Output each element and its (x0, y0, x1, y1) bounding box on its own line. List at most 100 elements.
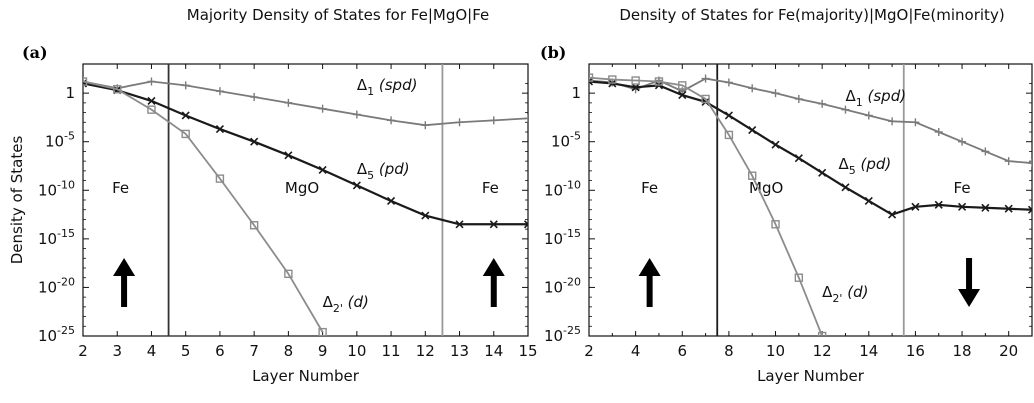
marker-d2 (957, 202, 967, 211)
series-label: Δ2' (d) (323, 293, 369, 315)
y-tick-exponent: -25 (563, 324, 581, 337)
series-1 (589, 77, 1032, 219)
data-point-marker (147, 77, 156, 86)
y-tick-label: 10-25 (544, 324, 581, 345)
series-label-symbol: Δ (323, 293, 334, 311)
marker-d1 (523, 220, 528, 226)
series-line (83, 82, 528, 226)
chart-title: Majority Density of States for Fe|MgO|Fe (187, 6, 490, 24)
data-point-marker (771, 220, 780, 229)
spin-up-arrow-icon (113, 258, 136, 307)
data-point-marker (631, 76, 640, 85)
spin-down-arrow-icon (958, 258, 981, 307)
series-label-sub: 5 (367, 169, 374, 182)
region-label: MgO (749, 179, 783, 197)
y-tick-exponent: -15 (563, 227, 581, 240)
x-tick-label: 8 (724, 342, 734, 360)
x-tick-label: 20 (999, 342, 1018, 360)
data-point-marker (181, 111, 190, 120)
data-point-marker (631, 83, 640, 92)
data-point-marker (701, 74, 710, 83)
y-tick-exponent: -5 (64, 130, 75, 143)
series-2 (589, 73, 827, 336)
data-point-marker (608, 75, 617, 84)
series-label: Δ2' (d) (822, 283, 868, 305)
x-tick-label: 3 (112, 342, 122, 360)
data-point-marker (748, 125, 757, 135)
y-tick-label: 10-20 (38, 275, 75, 296)
arrow-head (638, 258, 661, 276)
data-point-marker (888, 210, 897, 219)
y-tick-label: 10-10 (38, 178, 75, 199)
x-tick-label: 5 (181, 342, 191, 360)
data-point-marker (771, 89, 780, 98)
data-point-marker (794, 94, 803, 103)
data-point-marker (181, 129, 190, 139)
y-tick-label: 10-15 (38, 227, 75, 248)
series-label-text: (spd) (863, 87, 906, 105)
data-point-marker (981, 147, 990, 156)
y-tick-exponent: -10 (57, 178, 75, 191)
y-tick-base: 10 (45, 133, 64, 151)
data-point-marker (215, 87, 224, 96)
arrow-shaft (646, 274, 653, 307)
x-axis-label: Layer Number (757, 367, 865, 385)
series-label-sub: 2' (832, 292, 842, 305)
data-point-marker (318, 327, 327, 336)
series-label-text: (spd) (374, 76, 417, 94)
y-tick-exponent: -10 (563, 178, 581, 191)
data-point-marker (654, 77, 664, 86)
data-point-marker (215, 125, 224, 134)
data-point-marker (841, 183, 850, 192)
panel-letter: (b) (540, 43, 566, 62)
data-point-marker (147, 105, 156, 114)
marker-d2 (181, 111, 190, 120)
series-2 (83, 77, 327, 336)
y-tick-base: 10 (544, 327, 563, 345)
series-label-text: (pd) (856, 155, 892, 173)
series-label-sub: 2' (333, 302, 343, 315)
x-axis-label: Layer Number (252, 367, 360, 385)
series-label-text: (d) (842, 283, 868, 301)
data-point-marker (818, 99, 827, 108)
data-point-marker (250, 137, 259, 146)
data-point-marker (284, 151, 293, 160)
x-tick-label: 14 (484, 342, 503, 360)
series-label-text: (pd) (374, 160, 410, 178)
data-point-marker (1004, 157, 1013, 166)
data-point-marker (724, 111, 733, 120)
data-point-marker (455, 220, 464, 229)
data-point-marker (1028, 159, 1032, 168)
y-tick-base: 10 (544, 230, 563, 248)
data-point-marker (523, 220, 528, 229)
data-point-marker (489, 220, 498, 229)
arrow-head (113, 258, 136, 276)
y-tick-label: 1 (65, 84, 75, 102)
x-tick-label: 2 (584, 342, 594, 360)
data-point-marker (934, 128, 943, 136)
x-tick-label: 10 (766, 342, 785, 360)
y-tick-label: 10-15 (544, 227, 581, 248)
spin-up-arrow-icon (638, 258, 661, 307)
data-point-marker (113, 85, 122, 94)
data-point-marker (841, 105, 850, 114)
series-0 (83, 77, 528, 130)
data-point-marker (387, 196, 396, 206)
marker-d2 (523, 223, 528, 229)
series-line (83, 80, 324, 333)
x-tick-label: 18 (953, 342, 972, 360)
x-tick-label: 2 (78, 342, 88, 360)
arrow-shaft (966, 258, 973, 291)
data-point-marker (181, 81, 190, 90)
data-point-marker (489, 116, 498, 125)
data-point-marker (352, 110, 361, 119)
marker-d2 (455, 220, 464, 229)
x-tick-label: 6 (677, 342, 687, 360)
data-point-marker (678, 91, 687, 100)
data-point-marker (147, 96, 156, 105)
series-0 (589, 74, 1032, 168)
series-label-symbol: Δ (838, 155, 849, 173)
y-tick-label: 10-10 (544, 178, 581, 199)
region-label: Fe (112, 179, 129, 197)
y-tick-exponent: -5 (570, 130, 581, 143)
